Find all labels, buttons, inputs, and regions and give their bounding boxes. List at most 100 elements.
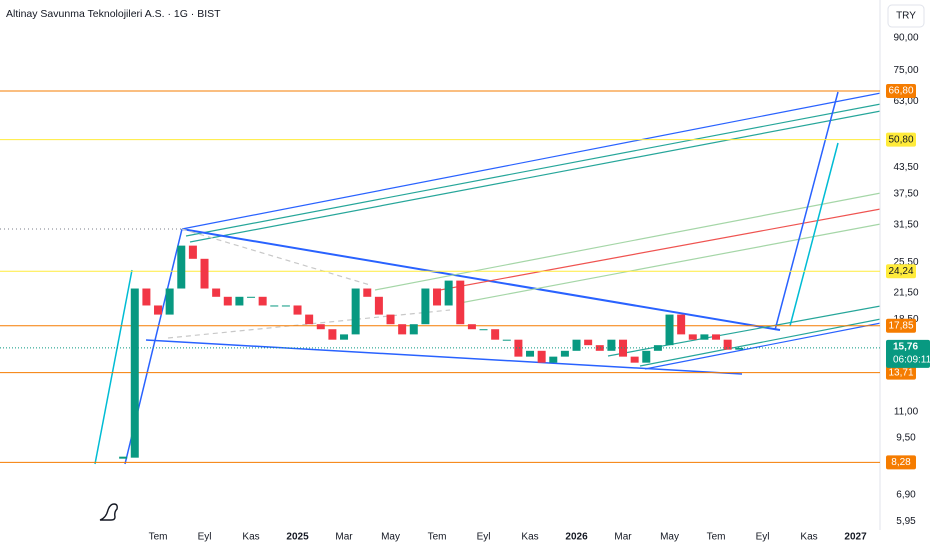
candle <box>677 314 686 335</box>
candle <box>665 314 674 346</box>
candle <box>479 329 488 331</box>
x-tick-label: Mar <box>335 532 353 543</box>
candle <box>549 356 558 363</box>
x-tick-label: Eyl <box>477 532 491 543</box>
x-tick-label: Tem <box>707 532 726 543</box>
candle <box>316 324 325 330</box>
candle <box>688 334 697 340</box>
candle <box>619 339 628 357</box>
price-level-tag <box>886 83 916 98</box>
y-tick-label: 37,50 <box>893 188 918 199</box>
x-tick-label: 2025 <box>286 532 309 543</box>
candle <box>491 329 500 340</box>
price-level-tag <box>886 365 916 380</box>
y-tick-label: 63,00 <box>893 96 918 107</box>
x-tick-label: 2026 <box>565 532 588 543</box>
candle <box>200 258 209 289</box>
last-price-tag <box>886 339 930 368</box>
y-tick-label: 11,00 <box>894 406 919 417</box>
candle <box>444 280 453 306</box>
candle <box>154 305 163 315</box>
candle <box>270 305 279 307</box>
chart-title: Altinay Savunma Teknolojileri A.S. · 1G … <box>6 8 221 20</box>
currency[interactable]: TRY <box>896 11 916 22</box>
candle <box>281 305 290 307</box>
candle <box>409 324 418 335</box>
countdown: 06:09:11 <box>893 354 932 365</box>
candle <box>712 334 721 340</box>
candle <box>363 288 372 297</box>
price-level-tag <box>886 318 916 333</box>
x-tick-label: Kas <box>242 532 259 543</box>
candle <box>700 334 709 340</box>
y-tick-label: 31,50 <box>893 219 918 230</box>
candle <box>502 339 511 341</box>
candle <box>560 350 569 357</box>
y-tick-label: 75,00 <box>893 65 918 76</box>
y-tick-label: 25,50 <box>893 257 918 268</box>
candle <box>142 288 151 306</box>
candle <box>351 288 360 335</box>
candle <box>119 456 128 459</box>
x-tick-label: Eyl <box>198 532 212 543</box>
y-tick-label: 9,50 <box>896 433 916 444</box>
candle <box>188 245 197 259</box>
candle <box>374 296 383 315</box>
y-tick-label: 43,50 <box>893 162 918 173</box>
y-tick-label: 6,90 <box>896 489 916 500</box>
candle <box>340 334 349 340</box>
candle <box>398 324 407 335</box>
y-tick-label: 21,50 <box>893 287 918 298</box>
x-tick-label: 2027 <box>844 532 867 543</box>
x-tick-label: Eyl <box>756 532 770 543</box>
candle <box>165 288 174 315</box>
price-level-label: 24,24 <box>888 266 913 277</box>
y-tick-label: 5,95 <box>896 516 916 527</box>
x-tick-label: May <box>660 532 679 543</box>
candle <box>584 339 593 346</box>
x-tick-label: Mar <box>614 532 632 543</box>
candle <box>572 339 581 351</box>
price-level-tag <box>886 455 916 470</box>
candle <box>212 288 221 297</box>
candle <box>433 288 442 306</box>
x-tick-label: Tem <box>149 532 168 543</box>
candles <box>119 245 744 459</box>
y-tick-label: 90,00 <box>893 33 918 44</box>
candle <box>723 339 732 350</box>
candle <box>421 288 430 325</box>
candle <box>130 288 139 458</box>
x-tick-label: Kas <box>800 532 817 543</box>
price-level-tag <box>886 132 916 147</box>
x-tick-label: Tem <box>428 532 447 543</box>
candle <box>456 280 465 325</box>
candle <box>247 296 256 298</box>
price-level-tag <box>886 264 916 279</box>
candle <box>642 350 651 363</box>
x-tick-label: May <box>381 532 400 543</box>
candle <box>526 350 535 357</box>
x-tick-label: Kas <box>521 532 538 543</box>
candle <box>328 329 337 340</box>
candle <box>223 296 232 306</box>
price-level-label: 66,80 <box>888 86 913 97</box>
candle <box>305 314 314 325</box>
candle <box>386 314 395 325</box>
candle <box>177 245 186 289</box>
candle <box>537 350 546 363</box>
price-level-label: 13,71 <box>888 367 913 378</box>
price-level-label: 50,80 <box>888 134 913 145</box>
price-level-label: 8,28 <box>891 457 911 468</box>
last-price-label: 15,76 <box>893 341 918 352</box>
candle <box>258 296 267 306</box>
candle <box>735 347 744 350</box>
candle <box>293 305 302 315</box>
candle <box>514 339 523 357</box>
currency-button[interactable] <box>887 4 925 28</box>
candle <box>235 296 244 306</box>
price-level-label: 17,85 <box>888 320 913 331</box>
candle <box>595 345 604 351</box>
candle <box>607 339 616 351</box>
candle <box>630 356 639 363</box>
